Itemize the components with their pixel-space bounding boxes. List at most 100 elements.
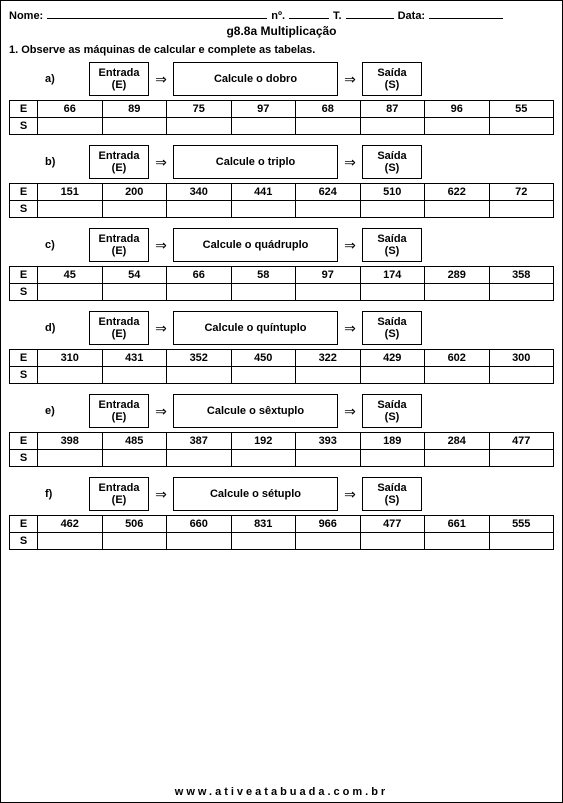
answer-cell[interactable] [38,450,103,467]
entry-cell: 660 [167,516,232,533]
answer-cell[interactable] [231,118,296,135]
arrow-icon: ⇒ [149,394,173,428]
answer-cell[interactable] [296,201,361,218]
exercise-block: d)Entrada(E)⇒Calcule o quíntuplo⇒Saída(S… [9,311,554,384]
answer-cell[interactable] [38,118,103,135]
row-label-e: E [10,516,38,533]
arrow-icon: ⇒ [149,145,173,179]
entry-cell: 189 [360,433,425,450]
answer-cell[interactable] [296,118,361,135]
entrada-box: Entrada(E) [89,228,149,262]
saida-box: Saída(S) [362,228,422,262]
answer-cell[interactable] [489,367,554,384]
machine-row: e)Entrada(E)⇒Calcule o sêxtuplo⇒Saída(S) [39,394,554,428]
entry-cell: 429 [360,350,425,367]
answer-cell[interactable] [167,201,232,218]
entry-cell: 966 [296,516,361,533]
answer-cell[interactable] [102,450,167,467]
answer-cell[interactable] [167,284,232,301]
table-row: E4554665897174289358 [10,267,554,284]
answer-cell[interactable] [425,201,490,218]
saida-box: Saída(S) [362,477,422,511]
entry-cell: 393 [296,433,361,450]
answer-cell[interactable] [231,533,296,550]
table-row: E6689759768879655 [10,101,554,118]
answer-cell[interactable] [296,533,361,550]
answer-cell[interactable] [102,284,167,301]
table-row: S [10,367,554,384]
block-letter: f) [39,477,89,511]
answer-cell[interactable] [360,284,425,301]
answer-cell[interactable] [425,450,490,467]
answer-cell[interactable] [38,533,103,550]
entrada-box: Entrada(E) [89,477,149,511]
entry-cell: 485 [102,433,167,450]
num-field[interactable] [289,7,329,19]
saida-box: Saída(S) [362,394,422,428]
arrow-icon: ⇒ [338,145,362,179]
exercise-block: f)Entrada(E)⇒Calcule o sétuplo⇒Saída(S)E… [9,477,554,550]
answer-cell[interactable] [102,367,167,384]
answer-cell[interactable] [231,450,296,467]
answer-cell[interactable] [425,118,490,135]
row-label-s: S [10,118,38,135]
answer-cell[interactable] [38,284,103,301]
calc-box: Calcule o sêxtuplo [173,394,338,428]
answer-cell[interactable] [38,201,103,218]
answer-cell[interactable] [102,201,167,218]
answer-cell[interactable] [296,367,361,384]
table-row: S [10,450,554,467]
entry-cell: 322 [296,350,361,367]
answer-cell[interactable] [167,367,232,384]
t-field[interactable] [346,7,394,19]
answer-cell[interactable] [360,118,425,135]
answer-cell[interactable] [360,201,425,218]
answer-cell[interactable] [360,367,425,384]
data-field[interactable] [429,7,503,19]
answer-cell[interactable] [425,284,490,301]
entry-cell: 510 [360,184,425,201]
entry-cell: 284 [425,433,490,450]
entry-cell: 398 [38,433,103,450]
table-row: E398485387192393189284477 [10,433,554,450]
answer-cell[interactable] [167,118,232,135]
answer-cell[interactable] [231,284,296,301]
answer-cell[interactable] [360,450,425,467]
arrow-icon: ⇒ [149,228,173,262]
arrow-icon: ⇒ [338,62,362,96]
entry-cell: 174 [360,267,425,284]
nome-label: Nome: [9,10,43,22]
exercise-block: c)Entrada(E)⇒Calcule o quádruplo⇒Saída(S… [9,228,554,301]
answer-cell[interactable] [38,367,103,384]
answer-cell[interactable] [489,118,554,135]
entry-cell: 441 [231,184,296,201]
answer-cell[interactable] [167,450,232,467]
arrow-icon: ⇒ [149,62,173,96]
calc-box: Calcule o quíntuplo [173,311,338,345]
answer-cell[interactable] [296,284,361,301]
entry-cell: 68 [296,101,361,118]
nome-field[interactable] [47,7,267,19]
answer-cell[interactable] [167,533,232,550]
answer-cell[interactable] [489,450,554,467]
answer-cell[interactable] [489,284,554,301]
worksheet-page: Nome: nº. T. Data: g8.8a Multiplicação 1… [0,0,563,803]
answer-cell[interactable] [425,533,490,550]
answer-cell[interactable] [296,450,361,467]
answer-cell[interactable] [360,533,425,550]
answer-cell[interactable] [489,533,554,550]
answer-cell[interactable] [231,201,296,218]
entry-cell: 97 [296,267,361,284]
answer-cell[interactable] [102,533,167,550]
machine-row: d)Entrada(E)⇒Calcule o quíntuplo⇒Saída(S… [39,311,554,345]
answer-cell[interactable] [489,201,554,218]
entry-cell: 97 [231,101,296,118]
answer-cell[interactable] [425,367,490,384]
entry-cell: 300 [489,350,554,367]
value-table: E15120034044162451062272S [9,183,554,218]
answer-cell[interactable] [231,367,296,384]
answer-cell[interactable] [102,118,167,135]
row-label-e: E [10,184,38,201]
row-label-s: S [10,450,38,467]
entry-cell: 75 [167,101,232,118]
